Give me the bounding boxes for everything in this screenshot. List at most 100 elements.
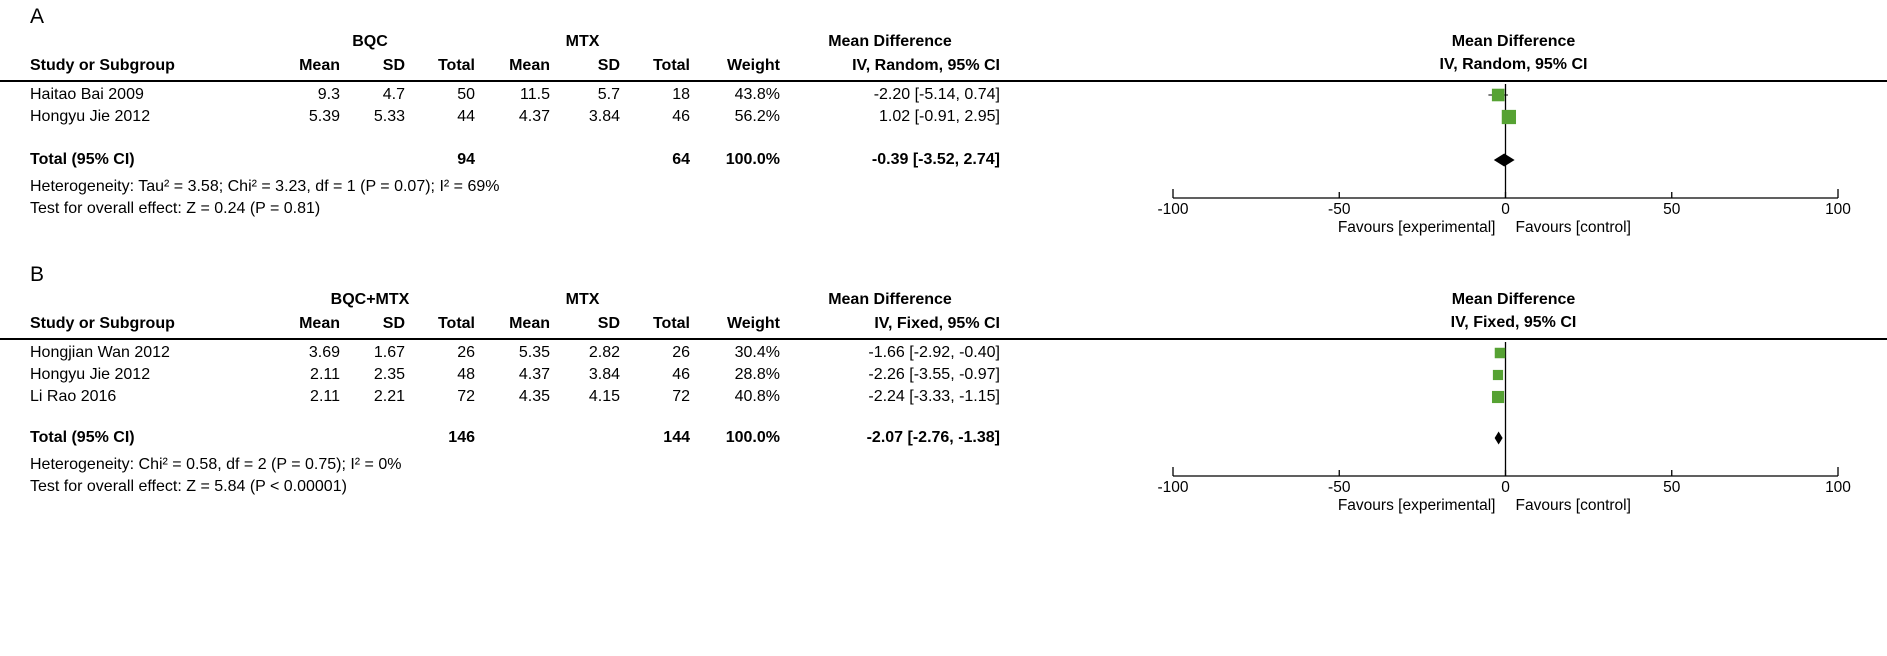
- group-header-row: BQC MTX Mean Difference: [30, 32, 1000, 52]
- mean2-value: 5.35: [518, 344, 550, 361]
- axis-tick-label: 0: [1501, 479, 1510, 496]
- sd1-value: 2.35: [373, 366, 405, 383]
- panel-label-a: A: [30, 5, 45, 28]
- plot-model-header: IV, Fixed, 95% CI: [1450, 314, 1577, 331]
- study-row: Li Rao 2016 2.11 2.21 72 4.35 4.15 72 40…: [30, 386, 1000, 408]
- col-sd2-header: SD: [597, 315, 620, 332]
- favours-right-label: Favours [control]: [1516, 497, 1631, 514]
- axis-tick-label: -50: [1328, 479, 1351, 496]
- study-name: Haitao Bai 2009: [30, 86, 144, 103]
- total2-value: 18: [672, 86, 690, 103]
- total-n2: 144: [663, 429, 690, 446]
- forest-plot-area: -100 -50 0 50 100 Favours [experimental] Favou…: [1140, 342, 1887, 584]
- axis-tick-label: 100: [1825, 201, 1851, 218]
- total-label: Total (95% CI): [30, 429, 135, 446]
- forest-plot-area: -100 -50 0 50 100 Favours [experimental] Favou…: [1140, 84, 1887, 264]
- forest-plot-figure: A BQC MTX Mean Difference Study or Subgr…: [0, 6, 1887, 584]
- panel-label-b: B: [30, 263, 45, 286]
- axis-tick-label: -50: [1328, 201, 1351, 218]
- header-divider: [0, 338, 1887, 340]
- effect-header: Mean Difference: [828, 291, 952, 308]
- sd1-value: 1.67: [373, 344, 405, 361]
- study-name: Hongyu Jie 2012: [30, 108, 151, 125]
- favours-left-label: Favours [experimental]: [1338, 219, 1496, 236]
- mean2-value: 11.5: [520, 86, 550, 103]
- total2-value: 26: [672, 344, 690, 361]
- study-row: Haitao Bai 2009 9.3 4.7 50 11.5 5.7 18 4…: [30, 84, 1000, 106]
- effect-square: [1492, 369, 1504, 381]
- estimate-value: -2.24 [-3.33, -1.15]: [868, 388, 1000, 405]
- mean2-value: 4.35: [518, 388, 550, 405]
- study-name: Hongjian Wan 2012: [30, 344, 170, 361]
- spacer: [30, 128, 1000, 148]
- forest-panel-b: B BQC+MTX MTX Mean Difference Study or S…: [0, 264, 1887, 584]
- plot-effect-header: Mean Difference: [1451, 291, 1576, 308]
- heterogeneity-text: Heterogeneity: Tau² = 3.58; Chi² = 3.23,…: [30, 178, 500, 195]
- study-row: Hongyu Jie 2012 2.11 2.35 48 4.37 3.84 4…: [30, 364, 1000, 386]
- mean2-value: 4.37: [518, 366, 550, 383]
- mean1-value: 2.11: [310, 388, 340, 405]
- axis-tick-label: 50: [1663, 479, 1681, 496]
- axis-tick-label: 0: [1501, 201, 1510, 218]
- group2-label: MTX: [565, 33, 600, 50]
- plot-header: Mean Difference IV, Random, 95% CI: [1140, 32, 1887, 78]
- plot-effect-header: Mean Difference: [1451, 33, 1576, 50]
- study-name: Li Rao 2016: [30, 388, 117, 405]
- total1-value: 26: [457, 344, 475, 361]
- spacer: [30, 408, 1000, 426]
- overall-effect-text: Test for overall effect: Z = 0.24 (P = 0…: [30, 200, 321, 217]
- study-table: Hongjian Wan 2012 3.69 1.67 26 5.35 2.82…: [30, 342, 1000, 498]
- header-divider: [0, 80, 1887, 82]
- effect-square: [1501, 109, 1517, 125]
- mean1-value: 3.69: [308, 344, 340, 361]
- study-table: Haitao Bai 2009 9.3 4.7 50 11.5 5.7 18 4…: [30, 84, 1000, 220]
- col-mean2-header: Mean: [509, 315, 550, 332]
- total1-value: 50: [457, 86, 475, 103]
- total-estimate: -2.07 [-2.76, -1.38]: [866, 429, 1000, 446]
- heterogeneity-text: Heterogeneity: Chi² = 0.58, df = 2 (P = …: [30, 456, 402, 473]
- total1-value: 72: [457, 388, 475, 405]
- total2-value: 72: [672, 388, 690, 405]
- column-header-row: Study or Subgroup Mean SD Total Mean SD …: [30, 312, 1000, 336]
- forest-svg: -100 -50 0 50 100 Favours [experimental] Favou…: [1157, 342, 1851, 514]
- col-mean1-header: Mean: [299, 315, 340, 332]
- weight-value: 28.8%: [734, 366, 780, 383]
- col-total2-header: Total: [652, 57, 690, 74]
- effect-header: Mean Difference: [828, 33, 952, 50]
- sd1-value: 4.7: [382, 86, 405, 103]
- col-total1-header: Total: [437, 57, 475, 74]
- estimate-value: -1.66 [-2.92, -0.40]: [868, 344, 1000, 361]
- mean1-value: 2.11: [310, 366, 340, 383]
- col-sd2-header: SD: [597, 57, 620, 74]
- sd1-value: 5.33: [373, 108, 405, 125]
- favours-right-label: Favours [control]: [1516, 219, 1631, 236]
- total2-value: 46: [672, 366, 690, 383]
- total-estimate: -0.39 [-3.52, 2.74]: [871, 151, 1000, 168]
- axis-tick-label: -100: [1157, 201, 1188, 218]
- group1-label: BQC: [352, 33, 388, 50]
- col-sd1-header: SD: [382, 315, 405, 332]
- mean1-value: 9.3: [317, 86, 340, 103]
- axis-tick-label: 100: [1825, 479, 1851, 496]
- sd2-value: 3.84: [588, 108, 620, 125]
- estimate-value: 1.02 [-0.91, 2.95]: [879, 108, 1000, 125]
- mean2-value: 4.37: [518, 108, 550, 125]
- col-mean2-header: Mean: [509, 57, 550, 74]
- total1-value: 48: [457, 366, 475, 383]
- effect-square: [1491, 88, 1505, 102]
- total-weight: 100.0%: [725, 429, 780, 446]
- sd2-value: 5.7: [597, 86, 620, 103]
- study-name: Hongyu Jie 2012: [30, 366, 151, 383]
- total2-value: 46: [672, 108, 690, 125]
- col-mean1-header: Mean: [299, 57, 340, 74]
- col-total1-header: Total: [437, 315, 475, 332]
- weight-value: 56.2%: [734, 108, 780, 125]
- estimate-value: -2.26 [-3.55, -0.97]: [868, 366, 1000, 383]
- group1-label: BQC+MTX: [330, 291, 410, 308]
- col-weight-header: Weight: [726, 315, 780, 332]
- sd2-value: 3.84: [588, 366, 620, 383]
- effect-square: [1491, 390, 1505, 404]
- group-header-row: BQC+MTX MTX Mean Difference: [30, 290, 1000, 310]
- group2-label: MTX: [565, 291, 600, 308]
- pooled-diamond: [1494, 431, 1503, 445]
